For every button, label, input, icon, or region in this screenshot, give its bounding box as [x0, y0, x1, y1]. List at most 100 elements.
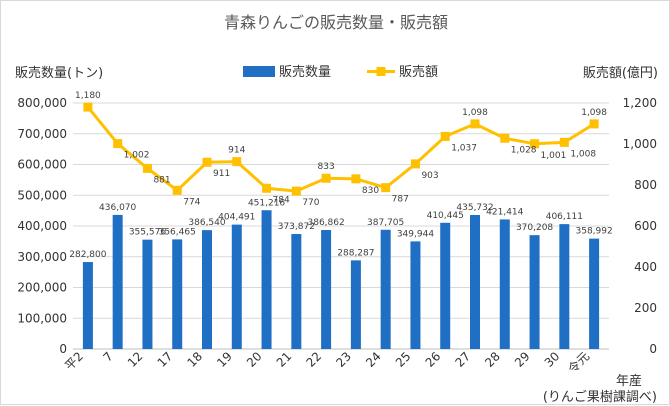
line-value-label: 1,098	[581, 108, 607, 118]
line-value-label: 833	[318, 162, 335, 172]
bar-17	[172, 239, 183, 349]
x-tick-label: 23	[333, 349, 354, 370]
x-tick-label: 25	[393, 349, 414, 370]
x-tick-label: 12	[125, 349, 146, 370]
line-value-label: 903	[421, 171, 438, 181]
line-value-label: 1,028	[511, 145, 537, 155]
x-tick-label: 18	[184, 349, 205, 370]
bar-value-label: 356,465	[159, 227, 196, 237]
bar-value-label: 410,445	[427, 211, 464, 221]
bar-data-labels: 282,800 436,070 355,576356,465386,540404,4…	[69, 198, 612, 260]
bar-value-label: 386,540	[188, 218, 225, 228]
line-point-28	[500, 133, 510, 143]
x-tick-label: 28	[482, 349, 503, 370]
bar-21	[291, 234, 302, 349]
x-tick-label: 21	[274, 349, 295, 370]
bar-26	[440, 222, 451, 349]
x-axis-ticks: 平2 7 12 17 18 19 20 21 22 23 24 25 26 27 28 29 30 令元	[62, 349, 592, 377]
y-left-tick-label: 0	[59, 342, 67, 356]
bar-20	[261, 210, 272, 349]
line-point-令元	[589, 119, 599, 129]
x-tick-label: 27	[452, 349, 473, 370]
line-value-label: 1,008	[570, 149, 596, 159]
legend: 販売数量 販売額	[243, 64, 438, 80]
line-point-30	[559, 137, 569, 147]
x-tick-label: 令元	[565, 349, 593, 377]
line-point-平2	[83, 102, 93, 112]
line-point-20	[262, 183, 272, 193]
bar-12	[142, 239, 153, 349]
line-point-26	[440, 131, 450, 141]
line-value-label: 1,180	[75, 91, 101, 101]
x-tick-label: 17	[155, 349, 176, 370]
bar-28	[499, 219, 510, 349]
line-data-labels: 1,180 1,002 881 774 911 914 784 770 833 830 787 903…	[75, 91, 607, 208]
sales-value-line	[86, 106, 595, 193]
line-value-label: 774	[183, 197, 200, 207]
line-point-24	[381, 183, 391, 193]
bar-value-label: 386,862	[308, 218, 345, 228]
y-left-tick-label: 100,000	[17, 311, 67, 325]
bar-value-label: 387,705	[367, 218, 404, 228]
y-right-tick-label: 600	[634, 219, 657, 233]
y-axis-left-ticks: 0 100,000 200,000 300,000 400,000 500,000 600,…	[17, 96, 67, 356]
bar-value-label: 435,732	[456, 203, 493, 213]
legend-bar-label: 販売数量	[279, 64, 331, 80]
bar-27	[470, 215, 480, 349]
x-tick-label: 30	[542, 349, 563, 370]
bar-value-label: 373,872	[278, 222, 315, 232]
y-left-tick-label: 500,000	[17, 188, 67, 202]
y-left-tick-label: 200,000	[17, 281, 67, 295]
line-value-label: 787	[392, 195, 409, 205]
y-axis-left-label: 販売数量(トン)	[15, 65, 103, 81]
x-tick-label: 19	[214, 349, 235, 370]
bar-23	[350, 260, 361, 349]
bar-series	[82, 210, 600, 349]
line-value-label: 1,037	[451, 143, 477, 153]
line-point-18	[202, 157, 212, 167]
bar-value-label: 355,576	[129, 228, 166, 238]
line-point-23	[351, 174, 361, 184]
line-value-label: 1,098	[462, 108, 488, 118]
bar-value-label: 451,216	[248, 198, 285, 208]
legend-line-marker	[376, 67, 386, 76]
line-point-17	[172, 185, 182, 195]
bar-22	[321, 230, 332, 349]
line-point-7	[113, 139, 123, 149]
y-left-tick-label: 800,000	[17, 96, 67, 110]
line-point-12	[142, 163, 152, 173]
bar-value-label: 406,111	[546, 212, 583, 222]
x-tick-label: 22	[304, 349, 325, 370]
bar-18	[202, 230, 212, 349]
bar-29	[529, 235, 540, 349]
source-note: (りんご果樹課調べ)	[543, 389, 657, 405]
y-right-tick-label: 400	[634, 260, 657, 274]
bar-平2	[82, 262, 93, 349]
legend-bar-swatch	[243, 66, 275, 77]
y-axis-right-ticks: 0 200 400 600 800 1,000 1,200	[623, 96, 657, 356]
y-right-tick-label: 0	[649, 342, 657, 356]
chart-title: 青森りんごの販売数量・販売額	[224, 13, 448, 32]
y-left-tick-label: 400,000	[17, 219, 67, 233]
line-value-label: 881	[153, 175, 170, 185]
bar-value-label: 349,944	[397, 229, 434, 239]
bar-value-label: 358,992	[576, 227, 613, 237]
bar-19	[231, 224, 242, 349]
line-point-22	[321, 173, 331, 183]
bar-24	[380, 229, 391, 349]
line-value-label: 784	[273, 195, 290, 205]
line-value-label: 1,001	[541, 151, 567, 161]
y-left-tick-label: 700,000	[17, 127, 67, 141]
bar-value-label: 436,070	[99, 203, 136, 213]
gridlines	[73, 102, 609, 350]
y-right-tick-label: 1,000	[623, 137, 657, 151]
x-tick-label: 20	[244, 349, 265, 370]
x-tick-label: 7	[100, 349, 115, 364]
line-value-label: 770	[302, 198, 319, 208]
x-axis-label: 年産	[616, 373, 642, 389]
line-series	[83, 102, 599, 196]
bar-令元	[589, 238, 600, 349]
bar-value-label: 370,208	[516, 223, 553, 233]
